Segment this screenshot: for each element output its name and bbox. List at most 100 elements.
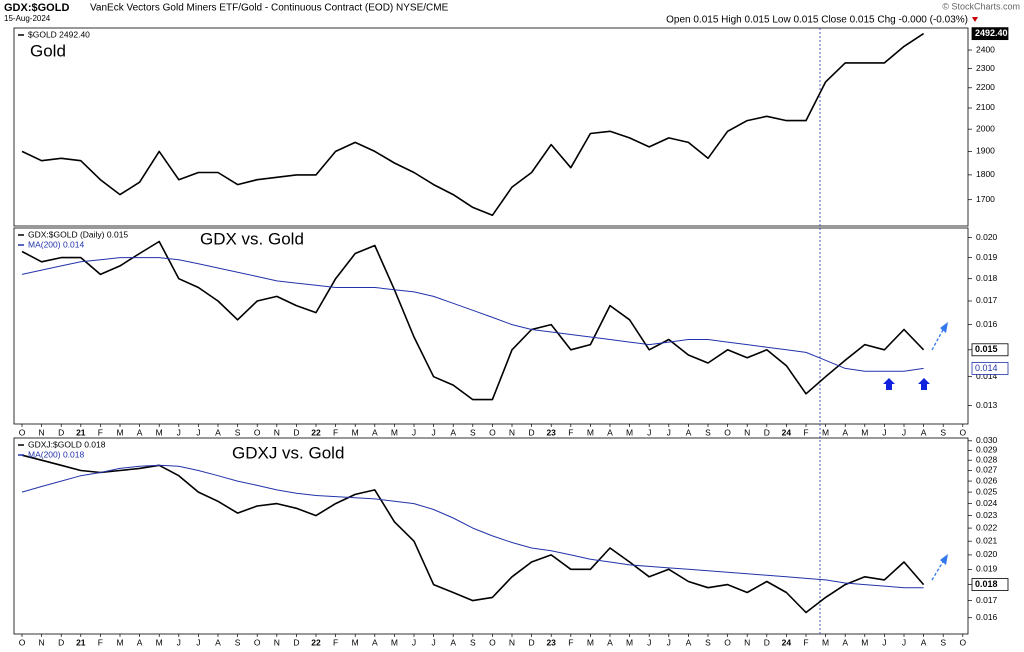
arrow-head [940, 554, 948, 565]
x-tick-label: N [39, 637, 45, 647]
y-tick-label: 2100 [976, 102, 995, 112]
x-tick-label: J [667, 427, 671, 437]
x-tick-label: J [647, 637, 651, 647]
series-line [21, 240, 925, 401]
x-tick-label: J [882, 637, 886, 647]
x-tick-label: N [274, 637, 280, 647]
x-tick-label: 23 [546, 637, 556, 647]
x-tick-label: D [529, 637, 535, 647]
x-tick-label: J [667, 637, 671, 647]
x-tick-label: J [177, 637, 181, 647]
x-tick-label: J [431, 427, 435, 437]
x-tick-label: M [352, 427, 359, 437]
x-tick-label: F [98, 427, 103, 437]
x-tick-label: M [822, 637, 829, 647]
y-tick-label: 1900 [976, 146, 995, 156]
panel-title: GDXJ vs. Gold [232, 443, 344, 462]
x-tick-label: F [568, 637, 573, 647]
x-tick-label: F [803, 637, 808, 647]
up-arrow [918, 378, 930, 390]
x-tick-label: F [803, 427, 808, 437]
x-tick-label: F [333, 637, 338, 647]
y-tick-label: 0.017 [976, 595, 998, 605]
series-line [21, 454, 925, 614]
panel-title: Gold [30, 41, 66, 60]
x-tick-label: A [686, 637, 692, 647]
y-tick-label: 0.027 [976, 465, 998, 475]
x-tick-label: A [842, 427, 848, 437]
last-value-box [971, 343, 1009, 357]
x-tick-label: J [431, 637, 435, 647]
x-tick-label: S [940, 427, 946, 437]
x-tick-label: J [412, 637, 416, 647]
x-tick-label: A [921, 637, 927, 647]
x-tick-label: S [705, 427, 711, 437]
y-tick-label: 2400 [976, 44, 995, 54]
x-tick-label: J [196, 427, 200, 437]
symbol: GDX:$GOLD [4, 2, 69, 14]
x-tick-label: F [568, 427, 573, 437]
last-value-box [971, 578, 1009, 591]
x-tick-label: A [921, 427, 927, 437]
y-tick-label: 0.019 [976, 564, 998, 574]
y-tick-label: 0.022 [976, 522, 998, 532]
x-tick-label: J [902, 637, 906, 647]
x-tick-label: N [39, 427, 45, 437]
x-tick-label: D [529, 427, 535, 437]
y-tick-label: 0.026 [976, 475, 998, 485]
x-tick-label: 21 [76, 637, 86, 647]
x-tick-label: M [626, 637, 633, 647]
panel-frames [13, 27, 969, 635]
last-value-label: 2492.40 [975, 28, 1008, 38]
x-tick-label: M [861, 637, 868, 647]
x-tick-label: A [842, 637, 848, 647]
x-tick-label: A [450, 637, 456, 647]
up-arrow [883, 378, 895, 390]
x-tick-label: S [470, 427, 476, 437]
x-tick-label: A [215, 427, 221, 437]
y-tick-label: 1700 [976, 194, 995, 204]
x-tick-label: S [235, 637, 241, 647]
y-tick-label: 0.017 [976, 295, 998, 305]
x-tick-label: O [724, 637, 731, 647]
arrow-head [940, 322, 948, 333]
legend-label: MA(200) 0.018 [28, 449, 84, 459]
legend-label: GDX:$GOLD (Daily) 0.015 [28, 229, 128, 239]
frame [13, 27, 969, 227]
x-tick-label: J [882, 427, 886, 437]
last-value-label: 0.015 [975, 344, 998, 354]
source: © StockCharts.com [942, 1, 1020, 11]
frame [13, 437, 969, 635]
x-tick-label: 22 [311, 637, 321, 647]
annotations [883, 322, 948, 581]
x-tick-label: J [196, 637, 200, 647]
series-line [21, 257, 924, 372]
x-tick-label: S [940, 637, 946, 647]
x-tick-label: O [489, 427, 496, 437]
x-tick-label: M [116, 637, 123, 647]
x-tick-label: O [19, 427, 26, 437]
x-tick-label: D [764, 637, 770, 647]
last-value-box [971, 362, 1009, 375]
x-tick-label: N [509, 427, 515, 437]
x-tick-label: D [293, 637, 299, 647]
x-tick-label: 24 [782, 427, 792, 437]
x-tick-label: O [254, 427, 261, 437]
quote: Open 0.015 High 0.015 Low 0.015 Close 0.… [666, 15, 968, 26]
y-tick-label: 0.016 [976, 319, 998, 329]
last-value-label: 0.018 [975, 579, 998, 589]
date: 15-Aug-2024 [4, 14, 51, 23]
x-tick-label: J [412, 427, 416, 437]
y-tick-label: 0.023 [976, 510, 998, 520]
x-tick-label: D [293, 427, 299, 437]
x-tick-label: M [116, 427, 123, 437]
y-tick-label: 1800 [976, 169, 995, 179]
down-triangle [972, 17, 978, 22]
x-tick-label: O [724, 427, 731, 437]
x-tick-label: M [156, 427, 163, 437]
x-tick-label: A [215, 637, 221, 647]
x-tick-label: M [587, 637, 594, 647]
x-tick-label: A [686, 427, 692, 437]
x-tick-label: F [333, 427, 338, 437]
